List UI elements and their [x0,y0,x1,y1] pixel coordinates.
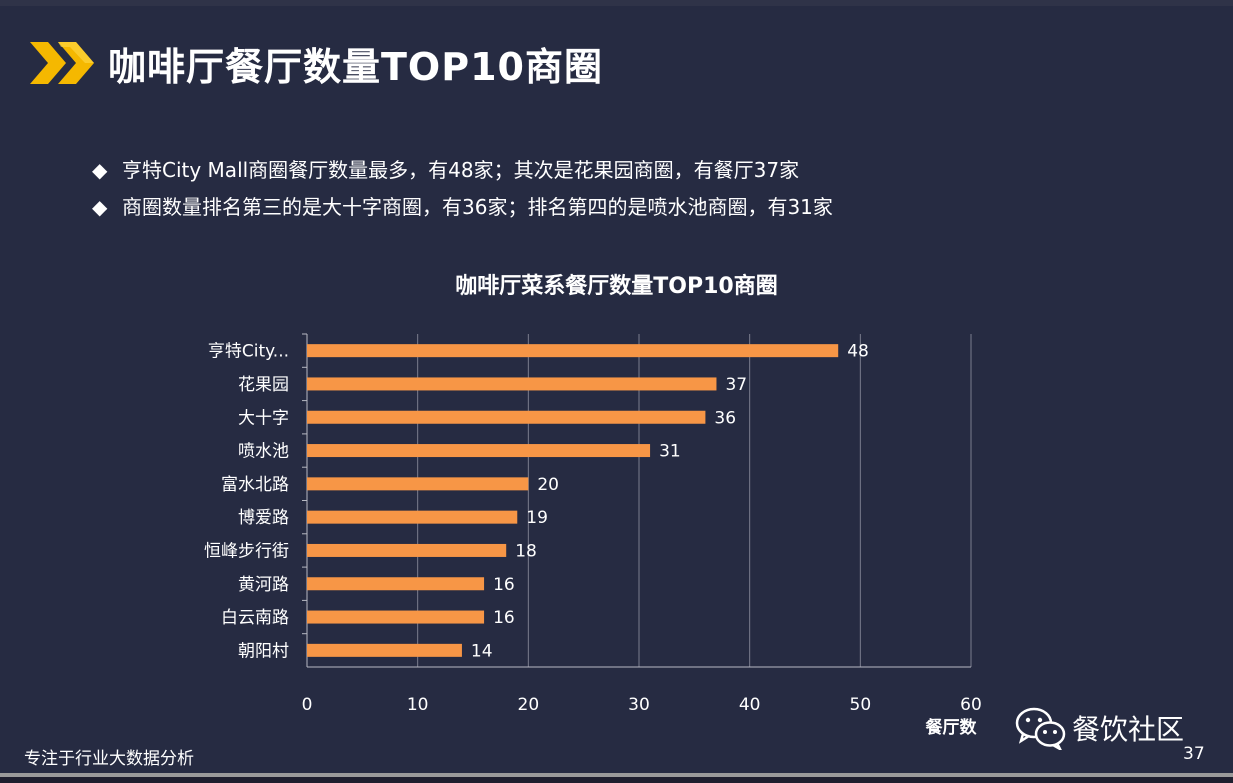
data-label: 16 [493,575,515,595]
x-tick-label: 0 [302,695,313,715]
data-label: 36 [714,408,736,428]
category-label: 黄河路 [238,575,289,595]
data-label: 16 [493,608,515,628]
category-label: 大十字 [238,408,289,428]
bullet-item: ◆ 亨特City Mall商圈餐厅数量最多，有48家；其次是花果园商圈，有餐厅37… [92,152,833,189]
data-label: 18 [515,541,537,561]
x-tick-label: 60 [960,695,982,715]
category-label: 白云南路 [221,608,289,628]
bar [307,410,706,424]
chart-title: 咖啡厅菜系餐厅数量TOP10商圈 [455,274,778,299]
x-tick-label: 20 [518,695,540,715]
data-label: 14 [471,641,493,661]
bar [307,377,717,391]
bar [307,543,507,557]
x-axis-label: 餐厅数 [926,717,978,738]
data-label: 37 [725,375,747,395]
bar-chart: 亨特City... 48 花果园 37 大十字 36 喷水池 31 富水北路 20 博爱路 19 恒峰步… [204,333,982,738]
category-label: 朝阳村 [238,641,289,661]
x-tick-label: 50 [850,695,872,715]
double-chevron-icon [30,42,94,84]
data-label: 19 [526,508,548,528]
bar [307,510,518,524]
category-label: 恒峰步行街 [204,541,289,561]
footer-tagline: 专注于行业大数据分析 [24,749,194,769]
data-label: 31 [659,442,681,462]
x-tick-label: 10 [407,695,429,715]
bar [307,610,485,624]
bar [307,344,839,358]
category-label: 富水北路 [221,475,289,495]
page-number: 37 [1183,744,1205,764]
category-label: 亨特City... [208,342,289,362]
category-label: 博爱路 [238,508,289,528]
bar [307,477,529,491]
page-title: 咖啡厅餐厅数量TOP10商圈 [108,45,603,89]
wechat-icon [1015,707,1066,750]
bar [307,577,485,591]
brand-name: 餐饮社区 [1072,713,1185,746]
x-tick-label: 40 [739,695,761,715]
bullet-text: 亨特City Mall商圈餐厅数量最多，有48家；其次是花果园商圈，有餐厅37家 [122,158,800,182]
data-label: 20 [537,475,559,495]
bar [307,643,462,657]
bullet-list: ◆ 亨特City Mall商圈餐厅数量最多，有48家；其次是花果园商圈，有餐厅37… [92,152,833,226]
bar [307,444,651,458]
diamond-icon: ◆ [92,158,108,182]
data-label: 48 [847,342,869,362]
bullet-text: 商圈数量排名第三的是大十字商圈，有36家；排名第四的是喷水池商圈，有31家 [122,195,833,219]
bullet-item: ◆ 商圈数量排名第三的是大十字商圈，有36家；排名第四的是喷水池商圈，有31家 [92,189,833,226]
category-label: 花果园 [238,375,289,395]
x-tick-label: 30 [628,695,650,715]
category-label: 喷水池 [238,442,289,462]
diamond-icon: ◆ [92,195,108,219]
